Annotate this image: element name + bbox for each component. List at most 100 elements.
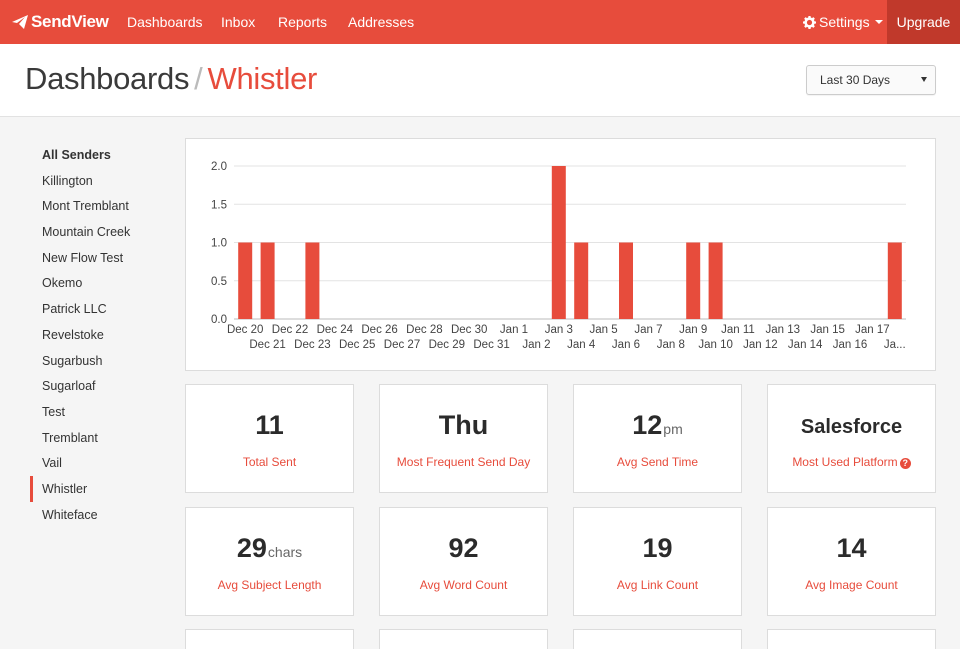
nav-addresses[interactable]: Addresses <box>348 14 415 30</box>
x-tick-label: Ja... <box>884 339 906 351</box>
stat-label: Avg Image Count <box>768 578 935 592</box>
sidebar-item-test[interactable]: Test <box>42 404 65 419</box>
settings-menu[interactable]: Settings <box>803 14 883 30</box>
x-tick-label: Dec 31 <box>473 339 509 351</box>
sidebar-item-whistler[interactable]: Whistler <box>30 475 180 502</box>
stat-label: Avg Word Count <box>380 578 547 592</box>
stat-label-text: Avg Subject Length <box>217 578 322 592</box>
caret-down-icon <box>874 20 883 24</box>
stat-value: 92 <box>380 533 547 564</box>
stat-number: 92 <box>448 533 479 563</box>
bar[interactable] <box>238 242 253 320</box>
stat-number: Salesforce <box>800 416 903 438</box>
stat-label: Avg Send Time <box>574 455 741 469</box>
breadcrumb-separator: / <box>194 61 203 96</box>
x-tick-label: Dec 21 <box>249 339 285 351</box>
sidebar-item-patrick-llc[interactable]: Patrick LLC <box>42 302 107 317</box>
y-tick-label: 0.0 <box>211 314 227 326</box>
paper-plane-icon <box>12 15 28 29</box>
x-tick-label: Jan 7 <box>634 324 662 336</box>
x-tick-label: Jan 6 <box>612 339 640 351</box>
sends-chart: 0.0 0.5 1.0 1.5 2.0 Dec 20 Dec 21 Dec 22 Dec 23 D… <box>185 138 936 371</box>
brand-logo[interactable]: SendView <box>12 10 109 34</box>
sidebar-item-killington[interactable]: Killington <box>42 173 93 188</box>
x-tick-label: Jan 10 <box>698 339 733 351</box>
x-tick-label: Jan 2 <box>522 339 550 351</box>
stat-number: 14 <box>836 533 867 563</box>
stat-card <box>767 629 936 649</box>
bar[interactable] <box>574 242 589 320</box>
stat-card-total-sent: 11 Total Sent <box>185 384 354 493</box>
stat-card <box>185 629 354 649</box>
sidebar-item-okemo[interactable]: Okemo <box>42 276 83 291</box>
breadcrumb-root[interactable]: Dashboards <box>25 61 190 96</box>
page-title: Dashboards / Whistler <box>25 61 317 97</box>
stat-label: Most Used Platform? <box>768 455 935 469</box>
top-navbar: SendView Dashboards Inbox Reports Addres… <box>0 0 960 44</box>
stat-value: 29chars <box>186 533 353 564</box>
stat-unit: chars <box>267 544 303 560</box>
stat-label-text: Avg Send Time <box>616 455 699 469</box>
x-tick-label: Jan 5 <box>590 324 618 336</box>
stat-number: 19 <box>642 533 673 563</box>
stat-number: 11 <box>255 410 284 440</box>
sidebar-item-all-senders[interactable]: All Senders <box>42 148 111 162</box>
sidebar-item-new-flow-test[interactable]: New Flow Test <box>42 250 124 265</box>
stat-card-most-frequent-send-day: Thu Most Frequent Send Day <box>379 384 548 493</box>
sidebar-item-sugarloaf[interactable]: Sugarloaf <box>42 379 96 394</box>
upgrade-button[interactable]: Upgrade <box>887 0 960 44</box>
dropdown-arrow-icon <box>921 77 927 82</box>
bar[interactable] <box>551 166 566 319</box>
x-tick-label: Jan 11 <box>721 324 755 336</box>
bar[interactable] <box>619 242 633 320</box>
bar[interactable] <box>686 242 701 320</box>
x-tick-label: Dec 29 <box>429 339 465 351</box>
stat-number: 12 <box>632 410 663 440</box>
stat-label-text: Avg Link Count <box>616 578 699 592</box>
stat-value: 19 <box>574 533 741 564</box>
sender-sidebar: All Senders Killington Mont Tremblant Mount… <box>30 142 180 527</box>
x-tick-label: Jan 13 <box>766 324 801 336</box>
sidebar-item-mountain-creek[interactable]: Mountain Creek <box>42 225 131 240</box>
bar[interactable] <box>887 242 902 320</box>
x-tick-label: Dec 20 <box>227 324 263 336</box>
x-tick-label: Dec 24 <box>317 324 354 336</box>
stat-label-text: Avg Image Count <box>805 578 898 592</box>
stat-label-text: Avg Word Count <box>419 578 508 592</box>
y-tick-label: 1.5 <box>211 199 227 211</box>
stat-value: Thu <box>380 410 547 441</box>
gear-icon <box>803 15 816 29</box>
x-tick-label: Jan 14 <box>788 339 823 351</box>
nav-inbox[interactable]: Inbox <box>221 14 256 30</box>
sidebar-item-revelstoke[interactable]: Revelstoke <box>42 327 104 342</box>
x-tick-label: Dec 26 <box>361 324 397 336</box>
nav-reports[interactable]: Reports <box>278 14 328 30</box>
x-tick-label: Dec 27 <box>384 339 420 351</box>
x-tick-label: Jan 15 <box>810 324 845 336</box>
x-tick-label: Dec 25 <box>339 339 375 351</box>
y-tick-label: 0.5 <box>211 276 227 288</box>
stat-card-most-used-platform: Salesforce Most Used Platform? <box>767 384 936 493</box>
y-tick-label: 1.0 <box>211 238 227 250</box>
sends-bar-chart: 0.0 0.5 1.0 1.5 2.0 Dec 20 Dec 21 Dec 22 Dec 23 D… <box>211 161 906 351</box>
stat-unit: pm <box>663 421 683 437</box>
sidebar-item-sugarbush[interactable]: Sugarbush <box>42 353 103 368</box>
bar[interactable] <box>305 242 320 320</box>
help-icon[interactable]: ? <box>899 458 911 469</box>
brand-name: SendView <box>31 12 109 31</box>
date-range-select[interactable]: Last 30 Days <box>806 65 936 95</box>
sidebar-item-whiteface[interactable]: Whiteface <box>42 507 98 522</box>
bar[interactable] <box>260 242 275 320</box>
sidebar-item-tremblant[interactable]: Tremblant <box>42 430 98 445</box>
sidebar-item-mont-tremblant[interactable]: Mont Tremblant <box>42 199 129 214</box>
stat-card-avg-subject-length: 29chars Avg Subject Length <box>185 507 354 616</box>
stat-label-text: Most Used Platform <box>792 455 898 469</box>
sidebar-item-vail[interactable]: Vail <box>42 456 62 471</box>
stat-card-avg-link-count: 19 Avg Link Count <box>573 507 742 616</box>
x-tick-label: Jan 8 <box>657 339 685 351</box>
bar[interactable] <box>708 242 723 320</box>
stat-label: Total Sent <box>186 455 353 469</box>
nav-dashboards[interactable]: Dashboards <box>127 14 203 30</box>
stat-value: 11 <box>186 410 353 441</box>
stat-value: 12pm <box>574 410 741 441</box>
